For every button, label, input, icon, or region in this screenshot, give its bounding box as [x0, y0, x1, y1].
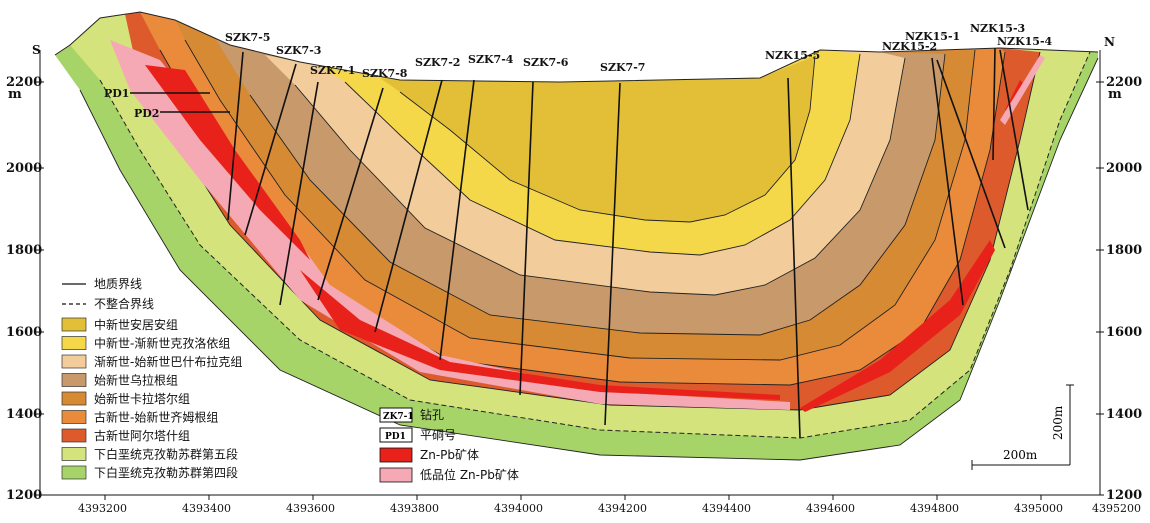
legend-label: 古新世-始新世齐姆根组	[94, 410, 218, 425]
adit-label: PD1	[104, 87, 129, 100]
legend-label: 始新世乌拉根组	[94, 373, 178, 388]
edge-label-south: S	[32, 43, 41, 57]
y-unit-label: m	[1108, 87, 1122, 102]
legend-label: Zn-Pb矿体	[420, 448, 479, 462]
y-tick-label: 2000	[1106, 161, 1142, 176]
drillhole-label: NZK15-5	[765, 49, 820, 62]
orebody-lowgrade	[110, 40, 790, 410]
legend-swatch	[61, 354, 87, 369]
legend-label: 始新世卡拉塔尔组	[94, 391, 190, 406]
scale-bars: 200m 200m	[971, 384, 1074, 470]
x-tick-label: 4394000	[494, 502, 543, 515]
drillhole-label: SZK7-5	[225, 31, 270, 44]
legend-label: 古新世阿尔塔什组	[94, 428, 190, 443]
x-tick-label: 4395200	[1092, 502, 1141, 515]
legend-label: 下白垩统克孜勒苏群第四段	[94, 465, 238, 480]
y-tick-label: 1600	[6, 325, 42, 340]
legend-swatch	[61, 391, 87, 406]
orebody-main-1	[145, 65, 310, 260]
drillhole-label: SZK7-3	[276, 44, 321, 57]
legend-swatch-ore	[379, 447, 413, 463]
y-tick-label: 2200	[6, 75, 42, 90]
legend-swatch	[61, 465, 87, 480]
y-tick-label: 2000	[6, 161, 42, 176]
drillhole-label: NZK15-2	[882, 40, 937, 53]
drillhole-label: SZK7-4	[468, 53, 514, 66]
drillhole-label: SZK7-6	[523, 56, 569, 69]
x-tick-label: 4395000	[1014, 502, 1063, 515]
legend-swatch	[61, 428, 87, 443]
x-axis: 4393200 4393400 4393600 4393800 4394000 …	[78, 495, 1141, 515]
drillhole-traces	[227, 47, 1029, 439]
drillhole-labels: SZK7-5 SZK7-3 SZK7-1 SZK7-8 SZK7-2 SZK7-…	[225, 22, 1053, 80]
legend-label: 下白垩统克孜勒苏群第五段	[94, 447, 238, 462]
y-tick-label: 1600	[1106, 325, 1142, 340]
legend-label: 渐新世-始新世巴什布拉克组	[94, 354, 242, 369]
x-tick-label: 4394800	[910, 502, 959, 515]
y-tick-label: 1400	[6, 407, 42, 422]
legend-label: 钻孔	[420, 407, 444, 422]
y-unit-label: m	[8, 87, 22, 102]
legend-label: 中新世-渐新世克孜洛依组	[94, 336, 230, 351]
legend-swatch	[61, 447, 87, 461]
legend-swatch	[61, 317, 87, 332]
edge-label-north: N	[1104, 35, 1115, 49]
vertical-scale-label: 200m	[1051, 405, 1065, 440]
legend-symbols: ZK7-1 钻孔 PD1 平硐号 Zn-Pb矿体 低品位 Zn-Pb矿体	[379, 407, 519, 483]
y-tick-label: 1800	[1106, 243, 1142, 258]
adit-label: PD2	[134, 107, 159, 120]
x-tick-label: 4393800	[390, 502, 439, 515]
legend-label: 平硐号	[420, 428, 456, 442]
legend-swatch	[61, 336, 87, 350]
orebody-lowgrade-2	[1000, 55, 1045, 125]
drillhole-label: SZK7-8	[362, 67, 408, 80]
legend-formations: 地质界线 不整合界线 中新世安居安组中新世-渐新世克孜洛依组渐新世-始新世巴什布…	[61, 277, 242, 480]
horizontal-scale-label: 200m	[1003, 448, 1038, 462]
adit-labels: PD1 PD2	[104, 87, 159, 120]
axis-frame	[39, 50, 1101, 496]
adit-lines	[130, 92, 230, 113]
x-tick-label: 4393200	[78, 502, 127, 515]
drillhole-label: NZK15-3	[970, 22, 1025, 35]
x-tick-label: 4393400	[182, 502, 231, 515]
x-tick-label: 4394200	[598, 502, 647, 515]
layer-n1a	[380, 56, 815, 222]
y-tick-label: 1800	[6, 243, 42, 258]
legend-label: 不整合界线	[94, 296, 154, 311]
drillhole-label: SZK7-7	[600, 61, 645, 74]
drillhole-label: SZK7-1	[310, 64, 355, 77]
drillhole-label: NZK15-1	[905, 30, 960, 43]
legend-swatch	[61, 410, 87, 424]
legend-label: 中新世安居安组	[94, 317, 178, 332]
legend-label: 地质界线	[94, 277, 142, 291]
drillhole-label: NZK15-4	[997, 35, 1053, 48]
drillhole-label: SZK7-2	[415, 56, 460, 69]
legend-label: 低品位 Zn-Pb矿体	[420, 467, 519, 482]
stratigraphic-layers	[54, 11, 1099, 461]
y-axis-left: 2200 m 2000 1800 1600 1400 1200	[6, 75, 44, 503]
y-tick-label: 1200	[1106, 488, 1142, 503]
x-tick-label: 4394400	[702, 502, 751, 515]
y-tick-label: 2200	[1106, 75, 1142, 90]
legend-code: PD1	[385, 432, 406, 442]
legend-swatch	[61, 373, 87, 387]
legend-swatch-lowgrade	[379, 467, 413, 483]
x-tick-label: 4393600	[286, 502, 335, 515]
legend-code: ZK7-1	[383, 412, 414, 422]
y-tick-label: 1200	[6, 488, 42, 503]
x-tick-label: 4394600	[806, 502, 855, 515]
y-tick-label: 1400	[1106, 407, 1142, 422]
y-axis-right: 2200 m 2000 1800 1600 1400 1200	[1096, 75, 1142, 503]
